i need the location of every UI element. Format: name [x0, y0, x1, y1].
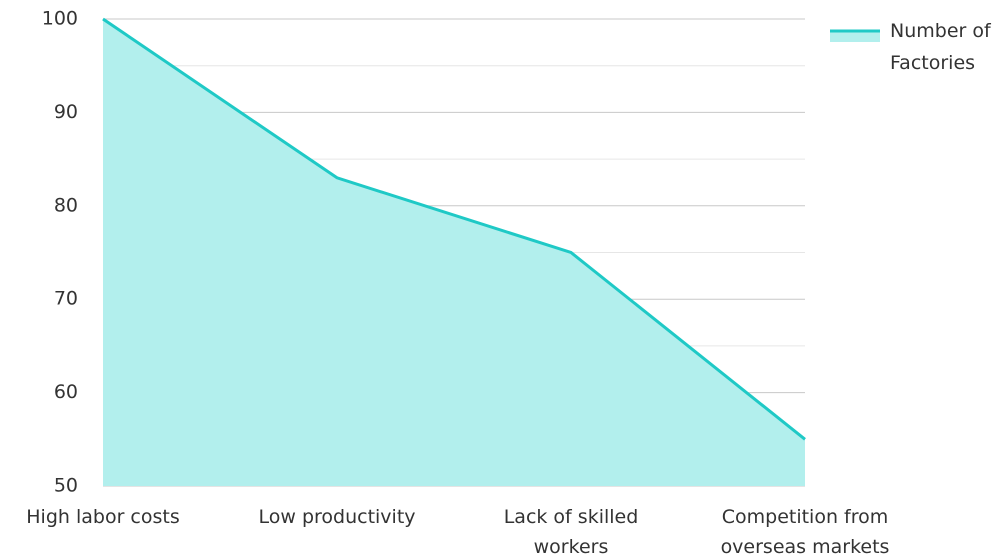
- x-tick-label: Lack of skilled workers: [504, 506, 639, 558]
- y-tick-label: 100: [42, 8, 78, 30]
- area-line: [102, 17, 806, 441]
- y-tick-label: 60: [54, 381, 78, 403]
- x-tick-label: Competition from overseas markets: [721, 506, 890, 558]
- x-tick-label: Low productivity: [258, 506, 415, 528]
- legend-label: Number of Factories: [890, 20, 992, 74]
- y-tick-label: 50: [54, 475, 78, 497]
- y-tick-label: 90: [54, 101, 78, 123]
- legend-swatch: [830, 30, 880, 42]
- x-tick-label: High labor costs: [26, 506, 179, 528]
- y-tick-label: 80: [54, 194, 78, 216]
- area-fill: [103, 19, 805, 486]
- y-tick-label: 70: [54, 288, 78, 310]
